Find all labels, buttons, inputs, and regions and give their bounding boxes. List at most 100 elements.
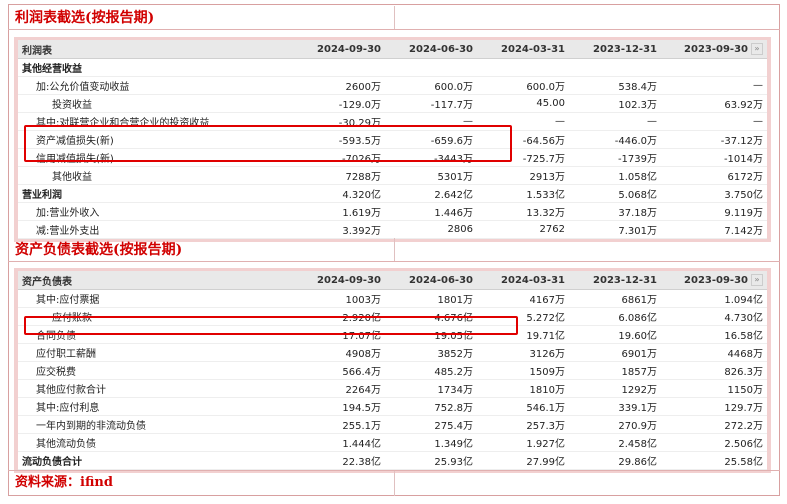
income-cell: — xyxy=(661,112,767,131)
more-columns-icon[interactable]: » xyxy=(751,43,763,55)
balance-cell: 257.3万 xyxy=(477,415,569,434)
balance-cell: 752.8万 xyxy=(385,397,477,416)
balance-cell: 1.349亿 xyxy=(385,433,477,452)
income-col-header[interactable]: 2024-06-30 xyxy=(385,40,477,59)
income-cell: 2600万 xyxy=(288,76,385,95)
income-cell: -64.56万 xyxy=(477,130,569,149)
balance-row: 其他应付款合计 2264万 1734万 1810万 1292万 1150万 xyxy=(18,379,767,398)
income-col-header[interactable]: 2023-12-31 xyxy=(569,40,661,59)
balance-cell: 339.1万 xyxy=(569,397,661,416)
income-cell: -3443万 xyxy=(385,148,477,167)
income-cell: 2913万 xyxy=(477,166,569,185)
income-row-label: 资产减值损失(新) xyxy=(18,130,288,149)
income-col-header[interactable]: 2024-09-30 xyxy=(288,40,385,59)
contract-liability-highlight-box xyxy=(24,316,518,335)
balance-cell: 1292万 xyxy=(569,379,661,398)
balance-cell: 194.5万 xyxy=(288,397,385,416)
balance-cell: 1857万 xyxy=(569,361,661,380)
income-row-label: 信用减值损失(新) xyxy=(18,148,288,167)
income-col-header-last[interactable]: 2023-09-30» xyxy=(661,40,767,59)
balance-row-label: 流动负债合计 xyxy=(18,451,288,470)
balance-cell: 22.38亿 xyxy=(288,451,385,470)
income-section-title: 利润表截选(按报告期) xyxy=(8,6,780,30)
balance-cell: 1509万 xyxy=(477,361,569,380)
income-cell: 7.142万 xyxy=(661,220,767,239)
income-cell: 102.3万 xyxy=(569,94,661,113)
balance-cell: 25.93亿 xyxy=(385,451,477,470)
income-cell: -1739万 xyxy=(569,148,661,167)
balance-col-header-last[interactable]: 2023-09-30» xyxy=(661,271,767,290)
income-cell xyxy=(288,58,385,77)
balance-col-header[interactable]: 2023-12-31 xyxy=(569,271,661,290)
balance-cell: 1810万 xyxy=(477,379,569,398)
balance-cell: 2.506亿 xyxy=(661,433,767,452)
balance-section-title: 资产负债表截选(按报告期) xyxy=(8,238,780,262)
balance-cell: 272.2万 xyxy=(661,415,767,434)
income-cell xyxy=(385,58,477,77)
income-cell: 7288万 xyxy=(288,166,385,185)
balance-cell: 546.1万 xyxy=(477,397,569,416)
income-row: 资产减值损失(新) -593.5万 -659.6万 -64.56万 -446.0万 -37… xyxy=(18,130,767,149)
balance-cell: 27.99亿 xyxy=(477,451,569,470)
balance-row-label: 应交税费 xyxy=(18,361,288,380)
income-header-label: 利润表 xyxy=(18,40,288,59)
balance-cell: 275.4万 xyxy=(385,415,477,434)
balance-section-title-text: 资产负债表截选(按报告期) xyxy=(15,242,183,258)
income-table-panel: 利润表 2024-09-30 2024-06-30 2024-03-31 202… xyxy=(14,37,771,242)
income-cell: 3.392万 xyxy=(288,220,385,239)
balance-cell: 4167万 xyxy=(477,289,569,308)
balance-col-header-text: 2023-09-30 xyxy=(684,275,748,286)
income-row: 其他收益 7288万 5301万 2913万 1.058亿 6172万 xyxy=(18,166,767,185)
income-table: 利润表 2024-09-30 2024-06-30 2024-03-31 202… xyxy=(18,40,767,239)
income-row-label: 其他经营收益 xyxy=(18,58,288,77)
balance-header-label: 资产负债表 xyxy=(18,271,288,290)
balance-row: 其中:应付票据 1003万 1801万 4167万 6861万 1.094亿 xyxy=(18,289,767,308)
income-cell: 63.92万 xyxy=(661,94,767,113)
balance-cell: 19.71亿 xyxy=(477,325,569,344)
income-col-header[interactable]: 2024-03-31 xyxy=(477,40,569,59)
income-cell: -659.6万 xyxy=(385,130,477,149)
balance-row-label: 其中:应付利息 xyxy=(18,397,288,416)
balance-row-label: 其他流动负债 xyxy=(18,433,288,452)
income-cell: 538.4万 xyxy=(569,76,661,95)
income-cell: 600.0万 xyxy=(477,76,569,95)
income-row: 投资收益 -129.0万 -117.7万 45.00 102.3万 63.92万 xyxy=(18,94,767,113)
income-cell: — xyxy=(661,76,767,95)
balance-cell: 4468万 xyxy=(661,343,767,362)
income-cell: -117.7万 xyxy=(385,94,477,113)
balance-row: 其他流动负债 1.444亿 1.349亿 1.927亿 2.458亿 2.506亿 xyxy=(18,433,767,452)
income-row: 其中:对联营企业和合营企业的投资收益 -30.29万 — — — — xyxy=(18,112,767,131)
balance-cell: 129.7万 xyxy=(661,397,767,416)
balance-cell: 5.272亿 xyxy=(477,307,569,326)
balance-col-header[interactable]: 2024-03-31 xyxy=(477,271,569,290)
balance-table-body: 其中:应付票据 1003万 1801万 4167万 6861万 1.094亿 应付账款 2.9… xyxy=(18,289,767,470)
income-cell: -37.12万 xyxy=(661,130,767,149)
income-cell: 5301万 xyxy=(385,166,477,185)
more-columns-icon[interactable]: » xyxy=(751,274,763,286)
impairment-highlight-box xyxy=(24,125,512,162)
income-cell: 13.32万 xyxy=(477,202,569,221)
balance-cell: 255.1万 xyxy=(288,415,385,434)
income-section-title-text: 利润表截选(按报告期) xyxy=(15,10,155,26)
balance-cell: 3852万 xyxy=(385,343,477,362)
income-header-row: 利润表 2024-09-30 2024-06-30 2024-03-31 202… xyxy=(18,40,767,59)
title-divider xyxy=(394,6,395,29)
income-cell: 2806 xyxy=(385,220,477,239)
income-row-label: 减:营业外支出 xyxy=(18,220,288,239)
income-cell: -593.5万 xyxy=(288,130,385,149)
balance-col-header[interactable]: 2024-06-30 xyxy=(385,271,477,290)
source-text: 资料来源：ifind xyxy=(15,475,113,490)
balance-cell: 2.458亿 xyxy=(569,433,661,452)
balance-col-header[interactable]: 2024-09-30 xyxy=(288,271,385,290)
income-cell: -446.0万 xyxy=(569,130,661,149)
balance-cell: 6.086亿 xyxy=(569,307,661,326)
balance-row-label: 其他应付款合计 xyxy=(18,379,288,398)
income-row: 加:公允价值变动收益 2600万 600.0万 600.0万 538.4万 — xyxy=(18,76,767,95)
balance-cell: 16.58亿 xyxy=(661,325,767,344)
balance-cell: 4.730亿 xyxy=(661,307,767,326)
balance-cell: 1003万 xyxy=(288,289,385,308)
balance-cell: 826.3万 xyxy=(661,361,767,380)
income-cell: -1014万 xyxy=(661,148,767,167)
income-row-label: 投资收益 xyxy=(18,94,288,113)
income-cell: 1.058亿 xyxy=(569,166,661,185)
